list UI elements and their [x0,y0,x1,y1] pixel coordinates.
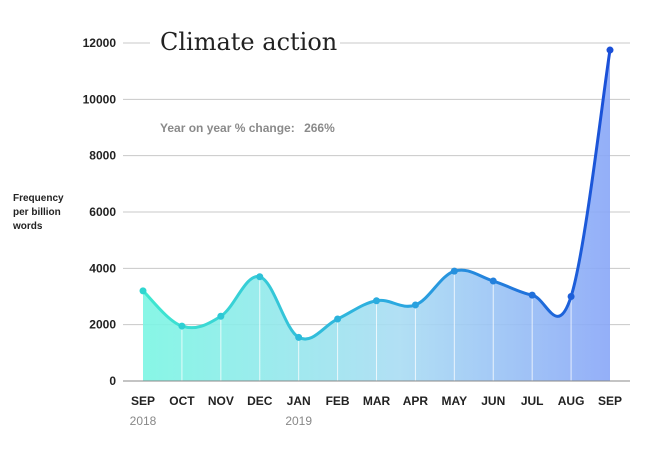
data-point-11 [567,293,575,300]
data-point-6 [373,297,380,305]
y-axis-label: Frequency per billion words [12,193,66,232]
y-tick-label-12000: 12000 [83,36,117,50]
x-tick-label-2: NOV [208,394,234,408]
y-axis-label-line-2: per billion [13,207,61,218]
x-tick-label-7: APR [403,394,429,408]
data-point-8 [450,267,458,275]
y-tick-label-2000: 2000 [89,318,116,332]
x-tick-label-5: FEB [326,394,350,408]
data-point-3 [256,273,264,281]
data-point-1 [178,322,186,330]
x-axis-ticks: SEP OCT NOV DEC JAN FEB MAR APR MAY JUN JUL AUG SEP 2… [130,394,622,428]
y-axis-label-line-1: Frequency [13,193,64,204]
x-tick-label-0: SEP [131,394,155,408]
x-tick-label-3: DEC [247,394,273,408]
data-point-4 [295,333,303,341]
subtitle-value: 266% [304,121,335,135]
chart-title: Climate action [160,28,337,56]
gridlines [123,42,630,326]
series-line [141,49,612,341]
data-point-12 [606,46,614,54]
title-backdrop [150,22,340,58]
data-point-9 [489,277,497,285]
x-tick-label-12: SEP [598,394,622,408]
data-point-5 [334,315,342,323]
data-points [139,46,614,341]
vertical-markers [181,271,572,381]
y-tick-label-6000: 6000 [89,205,116,219]
x-tick-label-6: MAR [363,394,391,408]
data-point-2 [217,312,225,320]
x-tick-label-10: JUL [521,394,544,408]
y-axis-label-line-3: words [12,221,43,232]
year-label-2019: 2019 [285,414,312,428]
subtitle: Year on year % change: 266% [160,121,335,135]
x-tick-label-9: JUN [481,394,505,408]
x-tick-label-4: JAN [287,394,311,408]
x-tick-label-11: AUG [558,394,585,408]
data-point-0 [139,287,147,295]
y-tick-label-0: 0 [109,374,116,388]
data-point-7 [411,301,419,309]
x-tick-label-1: OCT [169,394,195,408]
x-tick-label-8: MAY [442,394,468,408]
y-tick-label-10000: 10000 [83,92,117,106]
subtitle-label: Year on year % change: [160,121,295,135]
year-label-2018: 2018 [130,414,157,428]
y-tick-label-4000: 4000 [89,261,116,275]
data-point-10 [528,291,536,299]
y-tick-label-8000: 8000 [89,149,116,163]
y-axis-ticks: 0 2000 4000 6000 8000 10000 12000 [83,36,117,388]
